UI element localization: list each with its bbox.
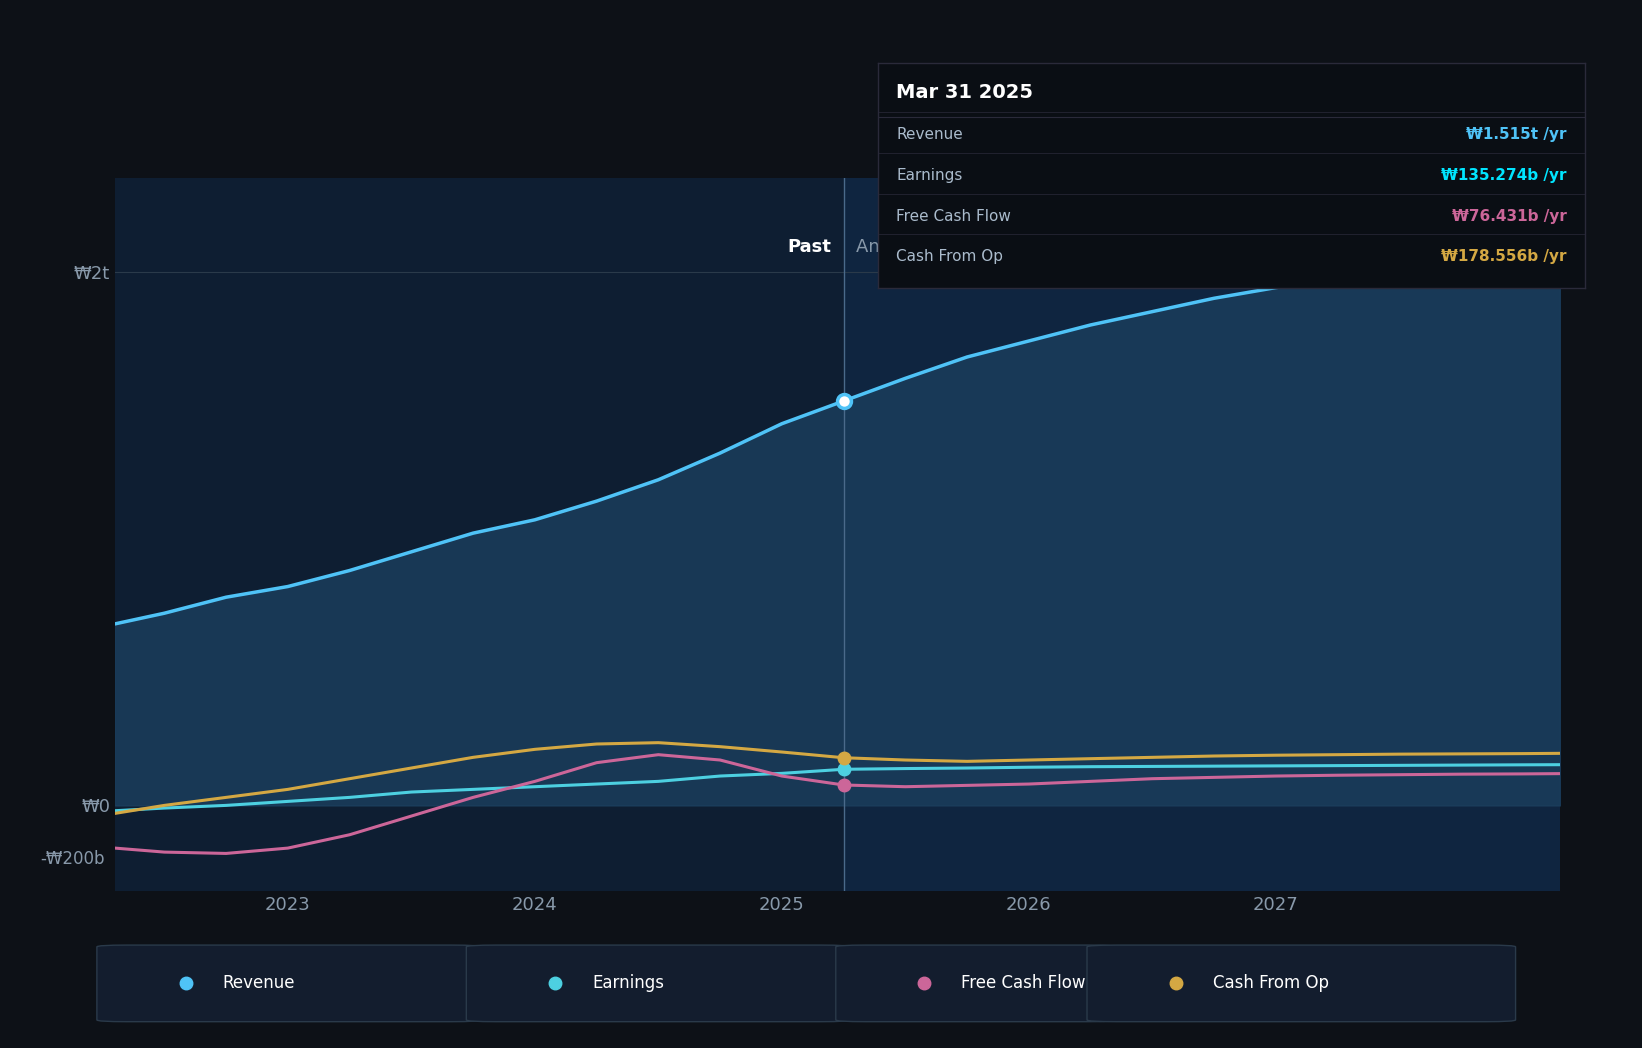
- Text: Revenue: Revenue: [223, 974, 296, 991]
- Text: Earnings: Earnings: [897, 168, 962, 183]
- Text: ₩135.274b /yr: ₩135.274b /yr: [1442, 168, 1566, 183]
- Text: ₩1.515t /yr: ₩1.515t /yr: [1466, 128, 1566, 143]
- FancyBboxPatch shape: [836, 945, 1117, 1022]
- Text: Analysts Forecasts: Analysts Forecasts: [855, 238, 1023, 256]
- Text: Mar 31 2025: Mar 31 2025: [897, 83, 1033, 102]
- Text: Cash From Op: Cash From Op: [897, 249, 1003, 264]
- Text: Revenue: Revenue: [897, 128, 962, 143]
- Bar: [115, 178, 844, 891]
- Bar: [844, 178, 1560, 891]
- FancyBboxPatch shape: [466, 945, 851, 1022]
- FancyBboxPatch shape: [1087, 945, 1516, 1022]
- Text: Cash From Op: Cash From Op: [1212, 974, 1328, 991]
- Text: ₩178.556b /yr: ₩178.556b /yr: [1442, 249, 1566, 264]
- Text: Past: Past: [788, 238, 831, 256]
- Text: -₩200b: -₩200b: [41, 850, 105, 868]
- Text: Free Cash Flow: Free Cash Flow: [897, 209, 1011, 223]
- FancyBboxPatch shape: [97, 945, 481, 1022]
- Text: Earnings: Earnings: [593, 974, 663, 991]
- Text: Free Cash Flow: Free Cash Flow: [962, 974, 1085, 991]
- Text: ₩76.431b /yr: ₩76.431b /yr: [1452, 209, 1566, 223]
